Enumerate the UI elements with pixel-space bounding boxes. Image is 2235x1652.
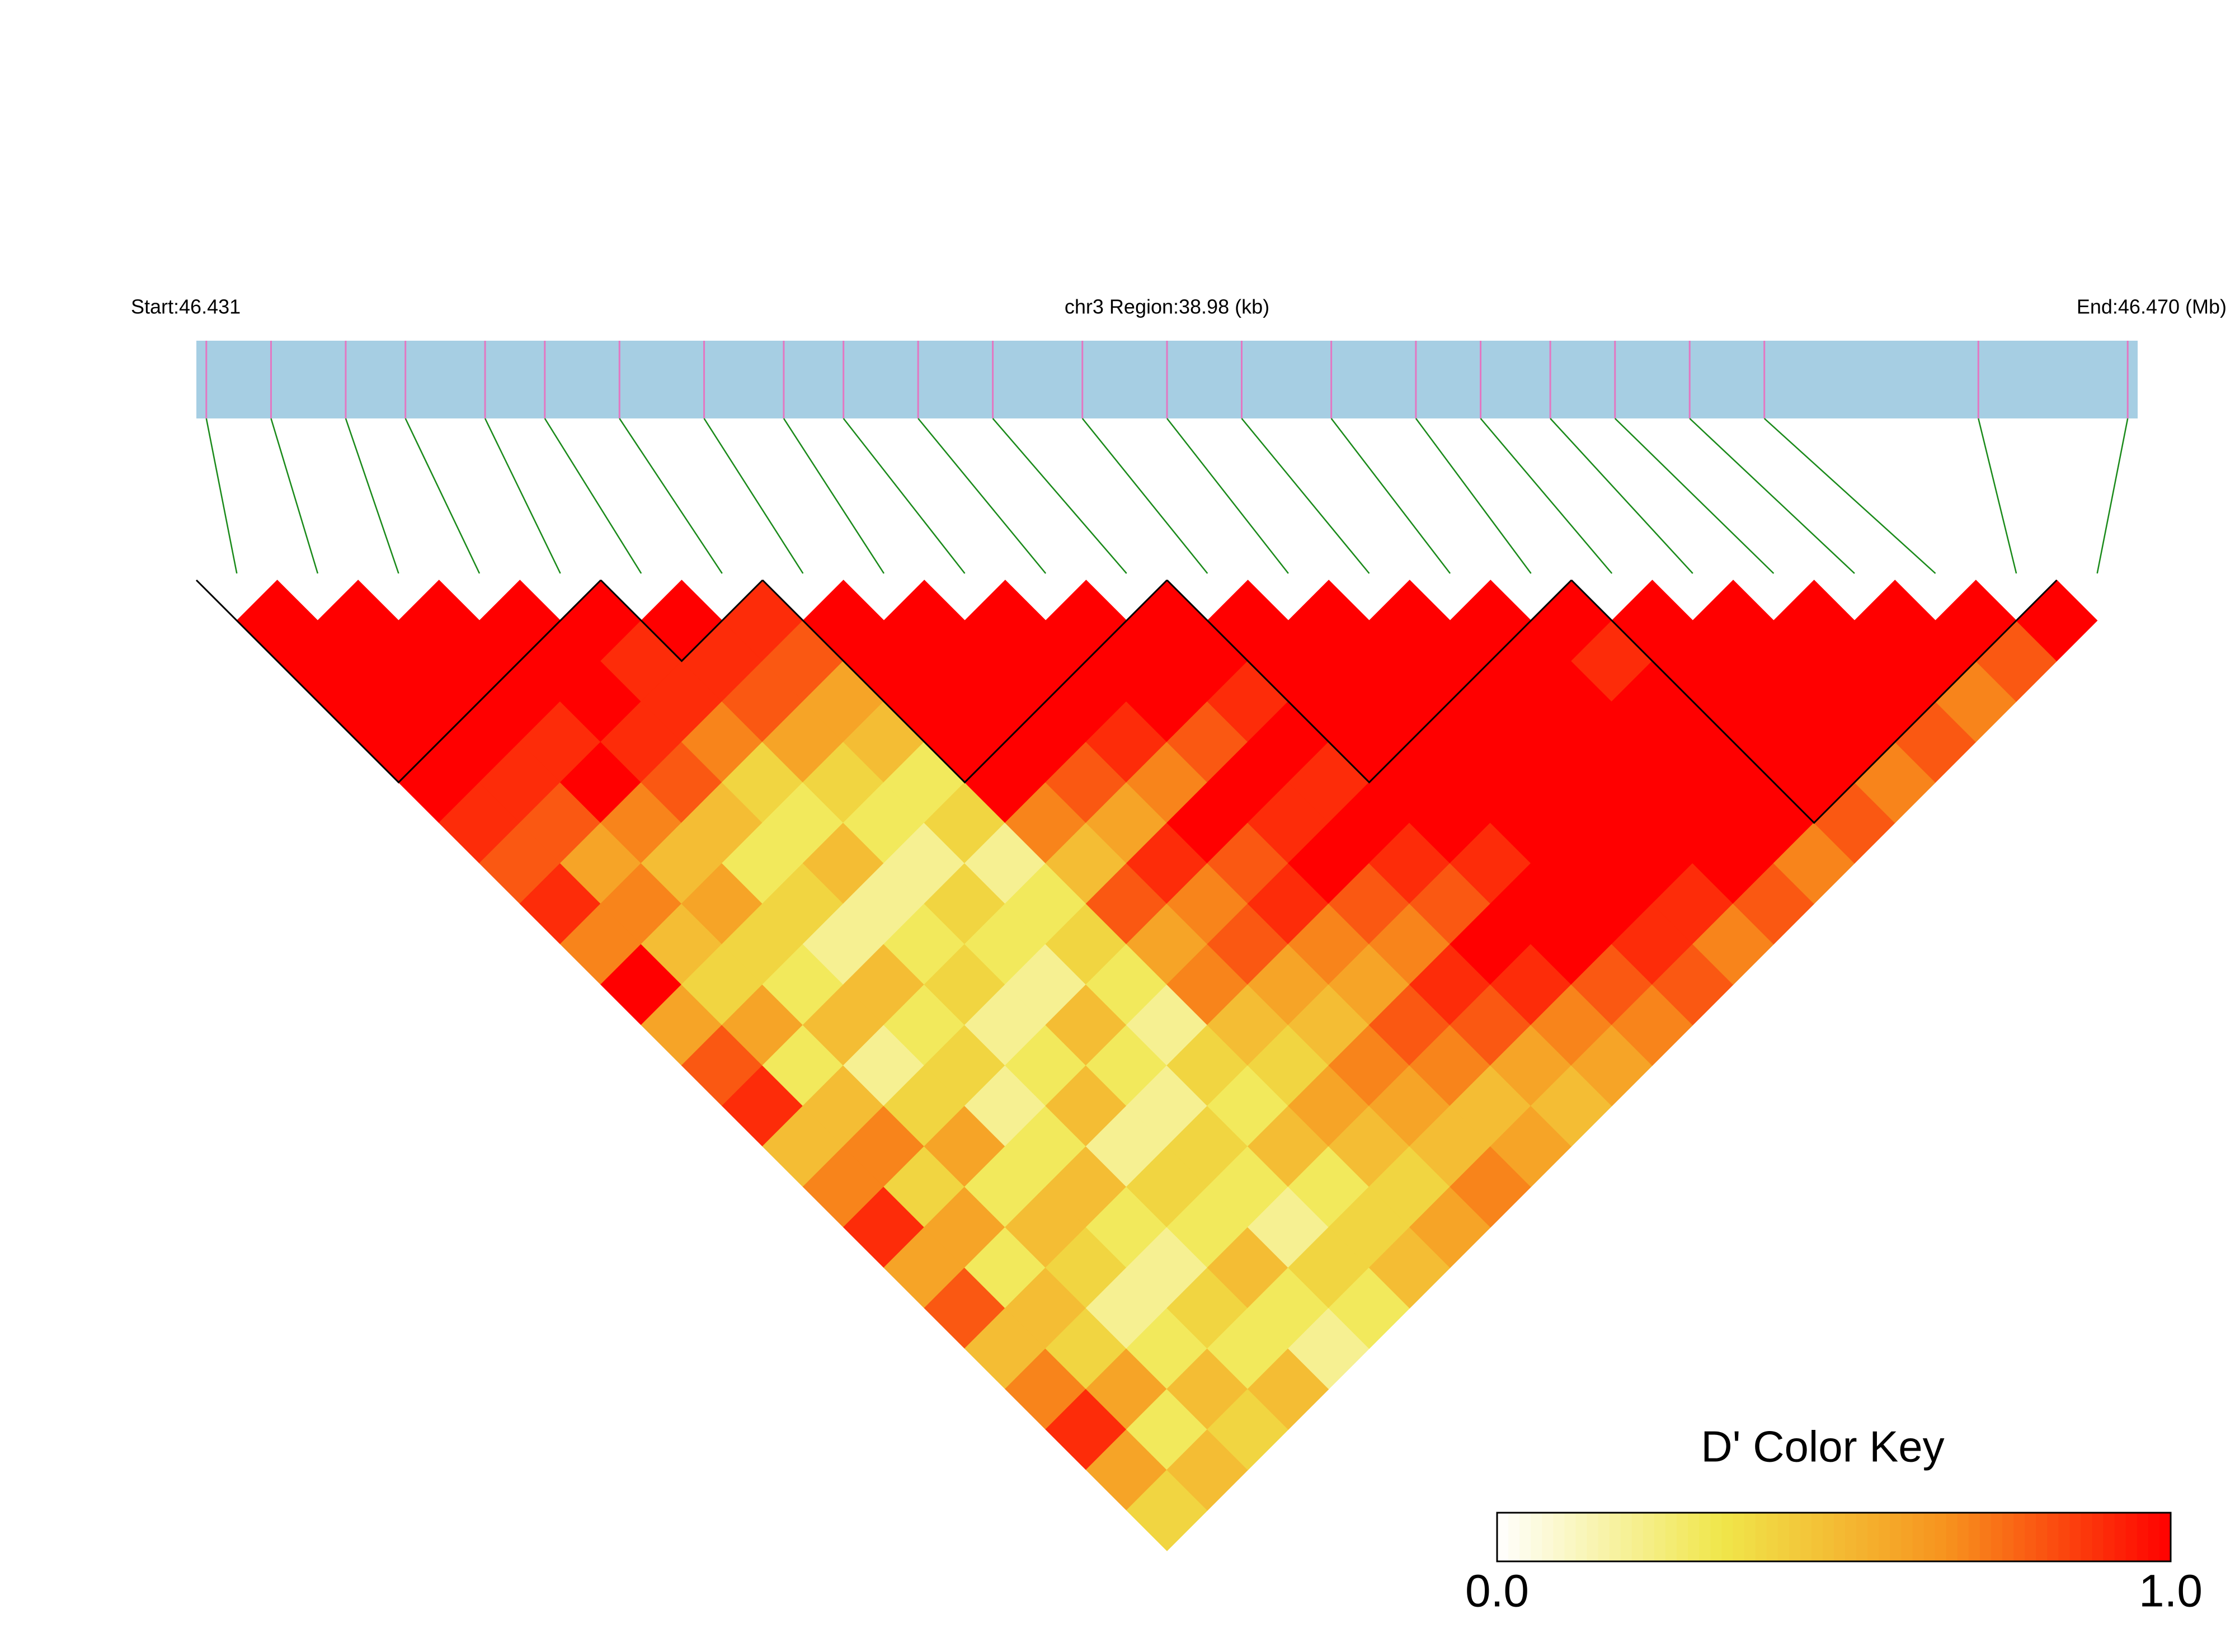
colorkey-swatch (1901, 1513, 1913, 1561)
colorkey-swatch (1867, 1513, 1879, 1561)
colorkey-swatch (1654, 1513, 1666, 1561)
colorkey-swatch (1845, 1513, 1857, 1561)
colorkey-swatch (2159, 1513, 2171, 1561)
colorkey-swatch (2148, 1513, 2160, 1561)
colorkey-swatch (1800, 1513, 1812, 1561)
snp-connector (1614, 418, 1775, 574)
colorkey-swatch (1553, 1513, 1565, 1561)
snp-connector (1978, 418, 2017, 574)
colorkey-swatch (1890, 1513, 1902, 1561)
colorkey-swatch (2013, 1513, 2025, 1561)
colorkey-swatch (1575, 1513, 1588, 1561)
colorkey-swatch (1744, 1513, 1756, 1561)
snp-connector (843, 418, 966, 574)
colorkey-swatch (1822, 1513, 1834, 1561)
ld-block (762, 579, 1168, 784)
snp-connector (992, 418, 1127, 574)
colorkey-swatch (1699, 1513, 1711, 1561)
colorkey-swatch (1766, 1513, 1778, 1561)
colorkey-swatch (1777, 1513, 1790, 1561)
colorkey-swatch (1508, 1513, 1520, 1561)
colorkey-swatch (1688, 1513, 1700, 1561)
colorkey-swatch (2069, 1513, 2081, 1561)
snp-connector (1330, 418, 1451, 574)
snp-connector (1689, 418, 1855, 574)
snp-connector (703, 418, 804, 574)
colorkey-swatch (1856, 1513, 1868, 1561)
colorkey-swatch (1531, 1513, 1542, 1561)
colorkey-swatch (1935, 1513, 1947, 1561)
snp-connector (484, 418, 561, 574)
colorkey-swatch (1710, 1513, 1722, 1561)
colorkey-swatch (1834, 1513, 1846, 1561)
colorkey-swatch (1643, 1513, 1655, 1561)
snp-connector (1241, 418, 1370, 574)
colorkey-swatch (2114, 1513, 2126, 1561)
snp-connector (1550, 418, 1693, 574)
snp-connector (544, 418, 642, 574)
colorkey-swatch (1542, 1513, 1554, 1561)
colorkey-swatch (1923, 1513, 1936, 1561)
start-label: Start:46.431 (131, 295, 241, 318)
colorkey-swatch (2036, 1513, 2048, 1561)
snp-connector (345, 418, 399, 574)
colorkey-swatch (1598, 1513, 1610, 1561)
snp-connector (1166, 418, 1289, 574)
snp-connector (917, 418, 1047, 574)
colorkey-swatch (2025, 1513, 2036, 1561)
ld-block (1570, 579, 2058, 824)
colorkey-swatch (1755, 1513, 1767, 1561)
snp-connector (205, 418, 238, 574)
colorkey-swatch (1519, 1513, 1531, 1561)
colorkey-swatch (1811, 1513, 1823, 1561)
colorkey-swatch (2081, 1513, 2093, 1561)
end-label: End:46.470 (Mb) (2077, 295, 2227, 318)
colorkey-swatch (1497, 1513, 1509, 1561)
ld-block (1166, 579, 1572, 784)
colorkey-swatch (1733, 1513, 1744, 1561)
ld-block (195, 579, 601, 784)
colorkey-swatch (1879, 1513, 1890, 1561)
ld-block (600, 579, 764, 662)
colorkey-swatch (1979, 1513, 1992, 1561)
snp-connector (619, 418, 723, 574)
colorkey-swatch (2058, 1513, 2070, 1561)
colorkey-swatch (1991, 1513, 2003, 1561)
colorkey-frame (1496, 1512, 2172, 1562)
colorkey-swatch (1968, 1513, 1980, 1561)
colorkey-tick-label: 0.0 (1465, 1566, 1529, 1617)
snp-connector (1480, 418, 1613, 574)
colorkey-tick-label: 1.0 (2139, 1566, 2203, 1617)
colorkey-swatch (1587, 1513, 1599, 1561)
colorkey-swatch (2103, 1513, 2115, 1561)
colorkey-swatch (1609, 1513, 1621, 1561)
colorkey-swatch (2125, 1513, 2138, 1561)
snp-connector (1763, 418, 1936, 574)
colorkey-swatch (1564, 1513, 1576, 1561)
colorkey-swatch (2137, 1513, 2149, 1561)
colorkey-swatch (1665, 1513, 1677, 1561)
snp-connector (270, 418, 319, 574)
snp-connector (1415, 418, 1532, 574)
snp-connector (783, 418, 885, 574)
colorkey-swatch (1620, 1513, 1632, 1561)
colorkey-swatch (1631, 1513, 1644, 1561)
colorkey-swatch (1677, 1513, 1688, 1561)
snp-connector (404, 418, 481, 574)
colorkey-swatch (1946, 1513, 1958, 1561)
colorkey-swatch (2002, 1513, 2014, 1561)
colorkey-swatch (1721, 1513, 1733, 1561)
colorkey-swatch (1789, 1513, 1801, 1561)
snp-connector (2096, 418, 2129, 574)
colorkey-title: D' Color Key (1701, 1422, 1944, 1471)
colorkey-swatch (1912, 1513, 1925, 1561)
colorkey-swatch (1957, 1513, 1969, 1561)
colorkey-swatch (2047, 1513, 2059, 1561)
snp-connector (1081, 418, 1208, 574)
colorkey-swatch (2092, 1513, 2104, 1561)
region-label: chr3 Region:38.98 (kb) (1065, 295, 1269, 318)
